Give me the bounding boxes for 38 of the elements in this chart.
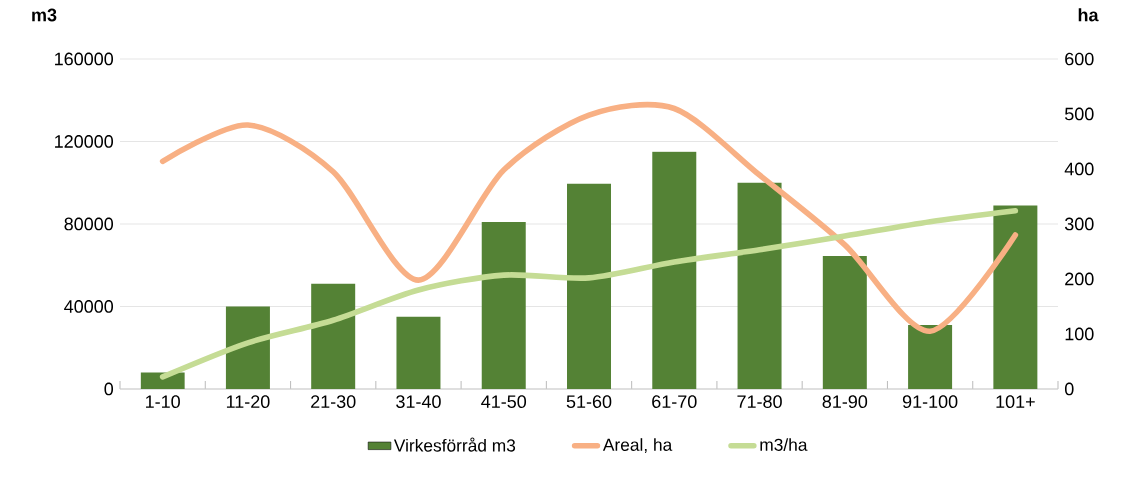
y-tick-label: 120000 [55,135,114,148]
x-tick-label: 31-40 [396,395,441,408]
y2-tick-label: 600 [1065,52,1094,66]
x-tick-label: 91-100 [902,395,958,408]
legend-label: Areal, ha [602,438,673,453]
x-tick-label: 71-80 [737,395,782,408]
bar [396,316,441,389]
bar [737,182,782,389]
bar [993,205,1038,389]
x-tick-label: 41-50 [481,395,527,408]
bar [908,325,953,389]
bar [481,221,526,389]
x-tick-label: 51-60 [566,395,612,408]
bar [567,183,612,389]
y-tick-label: 0 [104,382,114,396]
y2-tick-label: 0 [1064,382,1074,396]
y2-tick-label: 400 [1064,162,1094,176]
y-tick-label: 160000 [55,52,114,66]
bar [822,255,867,389]
x-tick-label: 21-30 [311,395,356,408]
y2-axis-title: ha [1078,8,1099,22]
bar [311,283,356,389]
x-tick-label: 61-70 [652,395,697,408]
legend-label: Virkesförråd m3 [393,437,516,452]
y-tick-label: 40000 [64,300,114,313]
x-tick-label: 11-20 [226,395,270,408]
y2-tick-label: 100 [1065,327,1094,341]
y2-tick-label: 200 [1065,272,1094,286]
y-tick-label: 80000 [64,217,114,231]
x-tick-label: 81-90 [822,395,868,408]
bar [652,151,697,389]
y-axis-title: m3 [32,8,57,22]
x-tick-label: 1-10 [146,395,180,408]
y2-tick-label: 300 [1064,217,1094,231]
y2-tick-label: 500 [1064,107,1094,121]
x-tick-label: 101+ [996,395,1035,408]
bar [225,306,270,389]
legend-label: m3/ha [760,438,808,451]
